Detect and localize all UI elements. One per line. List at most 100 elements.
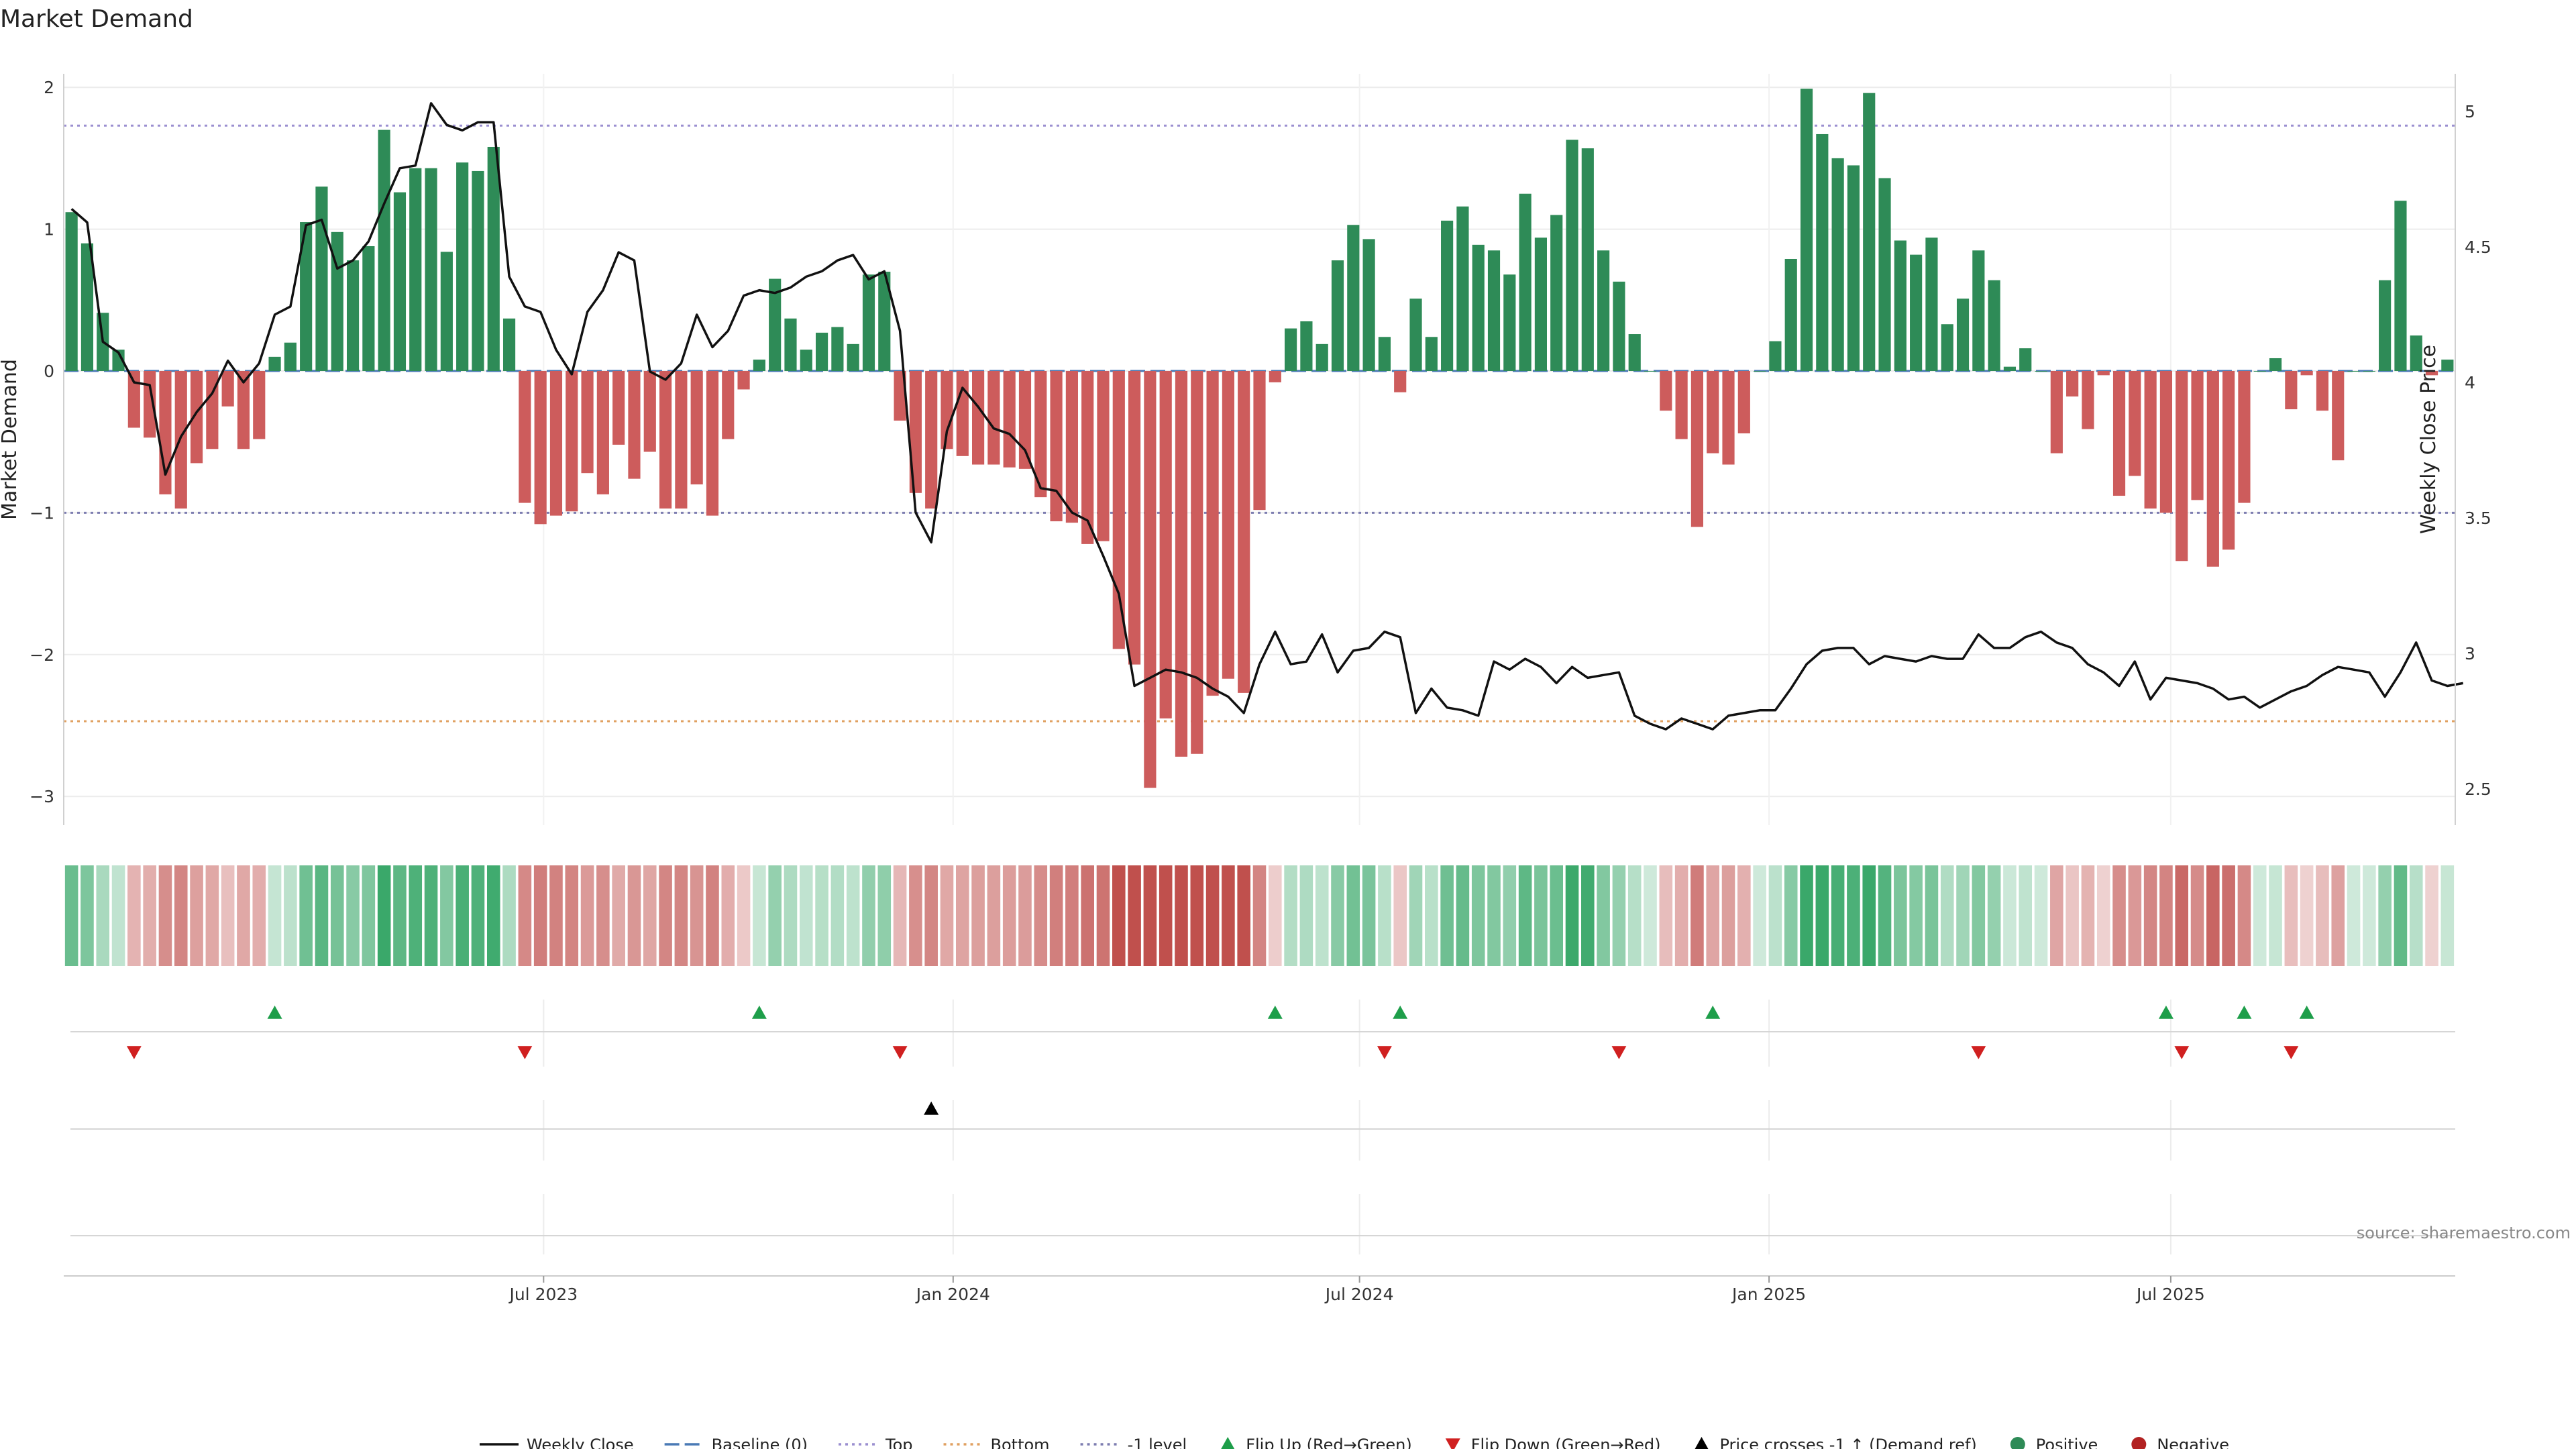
heat-cell (1581, 865, 1595, 966)
demand-bar (1941, 324, 1953, 371)
demand-bar (519, 371, 531, 503)
heat-cell (1315, 865, 1329, 966)
heat-cell (143, 865, 156, 966)
demand-bar (800, 350, 812, 371)
demand-bar (1300, 321, 1313, 371)
heat-cell (1205, 865, 1220, 966)
demand-bar (206, 371, 219, 449)
flip-down-marker (892, 1046, 908, 1059)
demand-bar (2144, 371, 2157, 509)
demand-bar (987, 371, 1000, 465)
y-tick-label: −3 (30, 787, 54, 806)
demand-bar (268, 356, 281, 371)
demand-bar (1878, 178, 1891, 371)
demand-bar (1956, 299, 1970, 371)
heat-cell (2378, 865, 2392, 966)
demand-bar (1347, 225, 1360, 371)
heat-cell (330, 865, 344, 966)
heat-cell (64, 865, 78, 966)
heat-cell (111, 865, 125, 966)
heat-cell (2128, 865, 2142, 966)
demand-bar (1847, 165, 1860, 371)
heat-cell (1768, 865, 1782, 966)
demand-bar (2394, 201, 2407, 371)
heat-cell (1518, 865, 1532, 966)
demand-bar (1972, 250, 1985, 371)
heat-cell (518, 865, 532, 966)
demand-bar (2050, 371, 2063, 453)
demand-bar (1831, 158, 1844, 371)
demand-bar (1097, 371, 1110, 541)
legend-item: Bottom (943, 1436, 1050, 1449)
heat-cell (815, 865, 828, 966)
demand-bar (1707, 371, 1719, 453)
heat-cell (1112, 865, 1126, 966)
heat-cell (1862, 865, 1876, 966)
demand-bar (1519, 193, 1532, 371)
heat-cell (2253, 865, 2267, 966)
heat-cell (549, 865, 563, 966)
y2-tick-label: 4 (2465, 373, 2475, 392)
legend-item: Negative (2131, 1436, 2229, 1449)
flip-up-marker (267, 1006, 282, 1019)
heat-cell (1034, 865, 1048, 966)
heat-cell (362, 865, 376, 966)
flip-up-marker (2158, 1006, 2174, 1019)
heat-cell (2425, 865, 2438, 966)
legend-item: -1 level (1080, 1436, 1187, 1449)
flip-up-marker (2299, 1006, 2314, 1019)
heat-cell (1721, 865, 1735, 966)
heat-cell (846, 865, 860, 966)
demand-bar (909, 371, 922, 493)
event-markers (70, 1006, 2455, 1236)
heat-cell (674, 865, 688, 966)
heat-cell (2081, 865, 2095, 966)
demand-bar (1034, 371, 1047, 498)
demand-bar (1409, 299, 1422, 371)
heat-cell (2112, 865, 2126, 966)
demand-bar (2159, 371, 2173, 513)
heat-cell (924, 865, 938, 966)
demand-bar (1394, 371, 1407, 392)
legend-dot-swatch (2131, 1437, 2147, 1449)
heat-cell (1800, 865, 1813, 966)
heat-cell (706, 865, 719, 966)
demand-bar (2269, 358, 2282, 371)
demand-bar (456, 162, 469, 371)
heat-cell (1471, 865, 1485, 966)
heat-cell (1847, 865, 1860, 966)
heat-cell (486, 865, 500, 966)
legend: Weekly Close Baseline (0) Top Bottom -1 leve… (480, 1436, 2229, 1449)
demand-bar (2097, 371, 2110, 376)
heat-cell (753, 865, 766, 966)
demand-bar (1456, 206, 1469, 371)
demand-bar (2347, 371, 2360, 372)
heat-cell (2143, 865, 2157, 966)
heat-cell (1128, 865, 1141, 966)
heat-cell (1815, 865, 1829, 966)
flip-down-marker (1377, 1046, 1392, 1059)
heat-cell (1909, 865, 1923, 966)
demand-bar (1003, 371, 1016, 468)
demand-bar (2206, 371, 2219, 567)
heat-cell (2065, 865, 2079, 966)
demand-bar (1722, 371, 1735, 465)
heat-cell (1159, 865, 1173, 966)
chart-title: Market Demand (0, 5, 193, 33)
heat-cell (2394, 865, 2408, 966)
heat-cell (971, 865, 985, 966)
demand-bar (1566, 140, 1578, 371)
flip-up-marker (1267, 1006, 1283, 1019)
heat-cell (1987, 865, 2001, 966)
demand-bar (1487, 250, 1501, 371)
legend-label: Flip Up (Red→Green) (1246, 1436, 1412, 1449)
demand-bar (2003, 366, 2017, 371)
heat-cell (862, 865, 875, 966)
heat-cell (221, 865, 235, 966)
heat-cell (1940, 865, 1954, 966)
y2-axis-label: Weekly Close Price (2417, 345, 2440, 534)
heat-cell (1690, 865, 1704, 966)
heat-cell (580, 865, 594, 966)
heat-cell (2019, 865, 2033, 966)
